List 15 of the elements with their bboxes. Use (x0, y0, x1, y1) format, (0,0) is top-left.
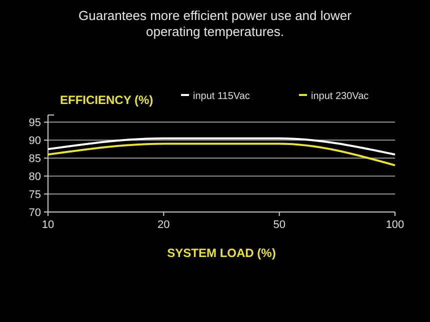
y-tick-label: 75 (28, 189, 41, 202)
legend-label: input 230Vac (311, 91, 369, 102)
legend-label: input 115Vac (193, 91, 250, 102)
y-tick-label: 90 (28, 135, 41, 148)
x-tick-label: 50 (273, 219, 286, 231)
x-tick-label: 100 (386, 219, 404, 231)
x-axis-title: SYSTEM LOAD (%) (167, 246, 276, 260)
y-tick-label: 95 (28, 117, 41, 130)
x-tick-label: 10 (42, 219, 54, 231)
y-tick-label: 70 (28, 207, 41, 219)
y-tick-label: 80 (28, 171, 41, 184)
y-tick-label: 85 (28, 153, 41, 166)
x-tick-label: 20 (158, 219, 170, 231)
y-axis-title: EFFICIENCY (%) (60, 93, 154, 107)
chart-title: Guarantees more efficient power use and lower operating temperatures. (78, 8, 352, 39)
